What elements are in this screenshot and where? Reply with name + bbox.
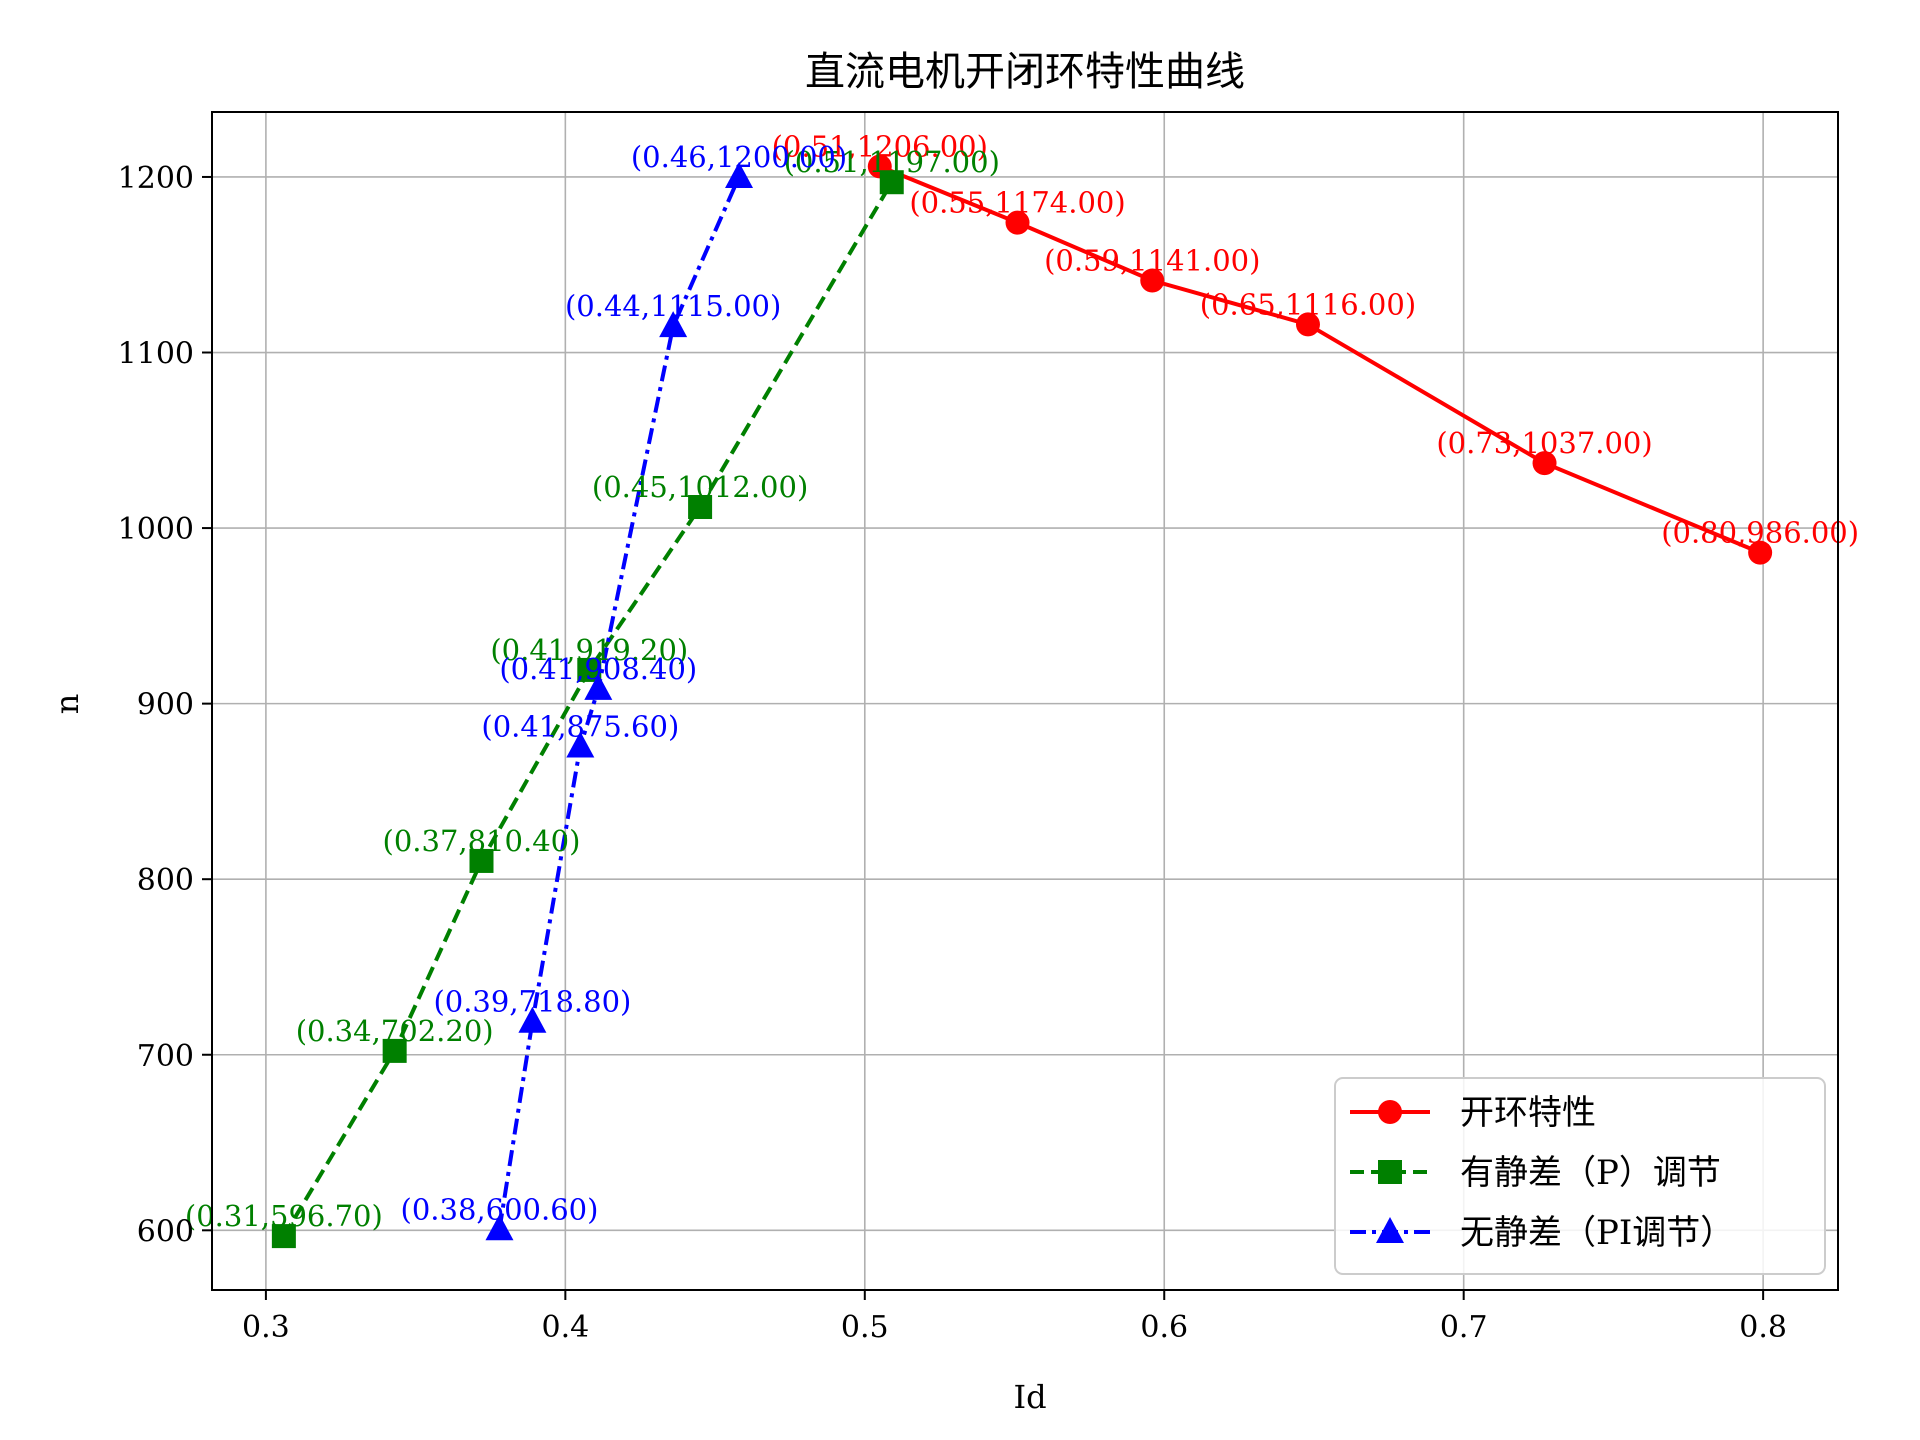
series-layer <box>271 154 1773 1249</box>
series-line <box>879 164 1761 555</box>
legend-frame <box>1334 1077 1826 1275</box>
legend-label: 有静差（P）调节 <box>1460 1153 1721 1193</box>
y-tick-label: 1200 <box>118 161 194 196</box>
series-square <box>271 170 904 1249</box>
data-label: (0.80,986.00) <box>1661 516 1859 550</box>
series-triangle <box>485 161 754 1241</box>
data-point <box>566 731 595 758</box>
chart-title: 直流电机开闭环特性曲线 <box>805 49 1245 95</box>
data-label: (0.73,1037.00) <box>1436 426 1652 460</box>
data-point <box>1748 540 1773 565</box>
legend-label: 无静差（PI调节） <box>1460 1213 1734 1253</box>
data-point <box>1532 451 1557 476</box>
y-tick-label: 900 <box>137 688 194 723</box>
x-tick-label: 0.4 <box>541 1310 589 1345</box>
data-label: (0.51,1206.00) <box>772 129 988 163</box>
series-line <box>497 176 741 1230</box>
grid <box>212 112 1838 1290</box>
legend-marker <box>1378 1160 1402 1184</box>
data-label: (0.44,1115.00) <box>565 289 781 323</box>
data-point <box>725 161 754 188</box>
data-point <box>518 1006 547 1033</box>
x-tick-label: 0.5 <box>841 1310 889 1345</box>
data-label: (0.65,1116.00) <box>1200 287 1416 321</box>
legend-marker <box>1378 1100 1402 1124</box>
data-point <box>879 170 904 195</box>
y-axis-label: n <box>48 694 86 715</box>
y-tick-label: 700 <box>137 1039 194 1074</box>
y-tick-label: 600 <box>137 1214 194 1249</box>
data-point <box>485 1214 514 1241</box>
data-label: (0.46,1200.00) <box>631 140 847 174</box>
data-label: (0.41,875.60) <box>481 709 679 743</box>
data-label: (0.59,1141.00) <box>1044 244 1260 278</box>
data-label: (0.41,919.20) <box>490 633 688 667</box>
legend-entry: 开环特性 <box>1350 1093 1596 1133</box>
data-point <box>469 848 494 873</box>
data-label: (0.51,1197.00) <box>784 145 1000 179</box>
y-tick-label: 800 <box>137 863 194 898</box>
data-point <box>271 1224 296 1249</box>
data-label: (0.31,596.70) <box>185 1199 383 1233</box>
x-tick-label: 0.8 <box>1739 1310 1787 1345</box>
x-tick-label: 0.3 <box>242 1310 290 1345</box>
legend-marker <box>1376 1217 1404 1243</box>
x-tick-label: 0.7 <box>1440 1310 1488 1345</box>
data-point <box>1005 210 1030 235</box>
x-axis-label: Id <box>1013 1378 1046 1416</box>
y-tick-label: 1000 <box>118 512 194 547</box>
data-point <box>584 673 613 700</box>
data-label: (0.55,1174.00) <box>909 186 1125 220</box>
y-tick-label: 1100 <box>118 337 194 372</box>
legend-entry: 无静差（PI调节） <box>1350 1213 1734 1253</box>
series-circle <box>867 154 1773 565</box>
data-label: (0.37,810.40) <box>383 824 581 858</box>
legend-label: 开环特性 <box>1460 1093 1596 1133</box>
x-tick-label: 0.6 <box>1140 1310 1188 1345</box>
data-label: (0.39,718.80) <box>433 985 631 1019</box>
point-labels: (0.51,1206.00) (0.55,1174.00) (0.59,1141.0… <box>185 129 1859 1233</box>
data-point <box>688 495 713 520</box>
data-point <box>1140 268 1165 293</box>
series-line <box>282 181 894 1238</box>
data-label: (0.34,702.20) <box>296 1014 494 1048</box>
data-point <box>1295 312 1320 337</box>
plot-frame <box>211 111 1839 1291</box>
legend-entry: 有静差（P）调节 <box>1350 1153 1721 1193</box>
data-label: (0.45,1012.00) <box>592 470 808 504</box>
data-point <box>382 1038 407 1063</box>
data-point <box>659 311 688 338</box>
data-label: (0.38,600.60) <box>401 1192 599 1226</box>
data-label: (0.41,908.40) <box>499 652 697 686</box>
axis-ticks: 0.3 0.4 0.5 0.6 0.7 0.8 600 700 800 900 1000 1100 12… <box>118 161 1787 1345</box>
